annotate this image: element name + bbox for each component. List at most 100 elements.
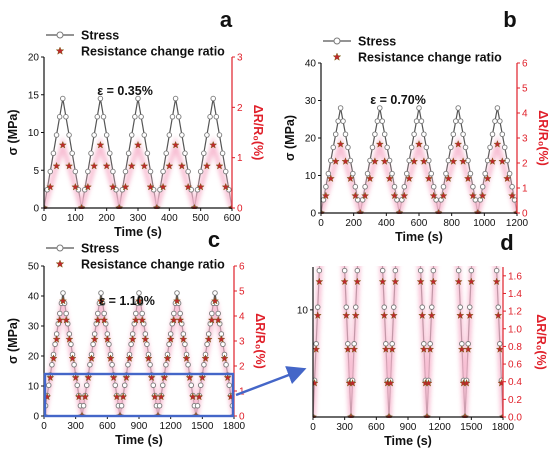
stress-point <box>201 150 207 157</box>
resistance-point <box>185 373 194 382</box>
y-tick-label: 40 <box>28 292 40 303</box>
stress-point <box>128 132 135 138</box>
stress-point <box>85 168 91 175</box>
plot-area <box>44 95 232 209</box>
stress-point <box>419 304 426 310</box>
stress-point <box>361 122 366 127</box>
stress-point <box>381 304 388 310</box>
resistance-point <box>454 277 463 286</box>
stress-point <box>493 232 498 237</box>
stress-point <box>144 341 150 348</box>
stress-point <box>491 195 496 200</box>
resistance-point <box>492 244 499 251</box>
stress-point <box>445 12 450 17</box>
x-tick-label: 0 <box>310 422 316 433</box>
stress-point <box>166 132 173 138</box>
resistance-point <box>46 182 55 191</box>
stress-point <box>339 195 344 200</box>
x-tick-label: 300 <box>67 421 84 432</box>
stress-point <box>69 150 75 157</box>
stress-point <box>74 382 80 389</box>
y-axis-label: σ (MPa) <box>6 318 20 364</box>
resistance-point <box>324 109 331 116</box>
stress-point <box>60 95 66 102</box>
x-tick-label: 1000 <box>473 218 496 229</box>
resistance-point <box>403 41 410 48</box>
x-tick-label: 600 <box>224 213 241 224</box>
y-tick-label: 20 <box>28 53 40 64</box>
stress-point <box>110 168 116 175</box>
stress-point <box>460 131 466 137</box>
stress-point <box>455 232 460 237</box>
y2-tick-label: 1.2 <box>508 307 522 318</box>
stress-point <box>462 144 469 151</box>
stress-point <box>52 341 58 348</box>
stress-point <box>430 267 437 274</box>
resistance-point <box>119 392 128 401</box>
resistance-point <box>397 177 404 184</box>
resistance-point <box>371 109 378 116</box>
resistance-point <box>52 335 61 343</box>
resistance-point <box>508 191 517 200</box>
stress-point <box>493 267 500 274</box>
stress-point <box>185 168 191 175</box>
stress-point <box>328 12 333 17</box>
resistance-point <box>141 335 150 343</box>
x-tick-label: 800 <box>443 218 460 229</box>
resistance-point <box>406 41 413 48</box>
stress-point <box>442 12 447 17</box>
stress-point <box>219 150 226 157</box>
resistance-point <box>374 177 381 184</box>
panel-d: 0 300 600 900 1200 1500 1800100.00.20.40.60.81… <box>297 12 548 448</box>
resistance-point <box>331 157 340 165</box>
stress-point <box>118 403 125 409</box>
resistance-point <box>498 157 507 165</box>
stress-point <box>49 362 55 368</box>
stress-point <box>423 144 430 151</box>
resistance-point <box>350 345 359 353</box>
resistance-point <box>351 191 360 200</box>
x-tick-label: 0 <box>318 218 324 229</box>
stress-point <box>353 304 359 310</box>
resistance-point <box>393 244 400 251</box>
x-tick-label: 600 <box>99 421 116 432</box>
resistance-point <box>313 379 319 387</box>
stress-point <box>112 382 118 389</box>
y2-tick-label: 4 <box>522 109 528 120</box>
y-tick-label: 5 <box>33 166 39 177</box>
resistance-point <box>65 335 74 343</box>
resistance-point <box>177 161 186 170</box>
y-tick-label: 20 <box>28 352 40 363</box>
resistance-point <box>391 277 400 286</box>
stress-point <box>106 341 112 348</box>
stress-point <box>455 105 461 111</box>
resistance-point <box>400 109 407 116</box>
stress-point <box>389 170 395 177</box>
stress-point <box>450 131 457 137</box>
y2-tick-label: 0.2 <box>508 395 522 406</box>
resistance-point <box>380 311 389 319</box>
stress-point <box>150 382 156 389</box>
stress-point <box>438 197 444 203</box>
stress-point <box>319 232 324 237</box>
stress-point <box>494 105 501 111</box>
legend-stress-label: Stress <box>81 29 119 43</box>
resistance-point <box>355 244 362 251</box>
stress-point <box>139 310 145 317</box>
y-tick-label: 20 <box>305 134 317 145</box>
resistance-point <box>102 161 111 170</box>
stress-point <box>381 131 388 137</box>
stress-point <box>60 290 66 296</box>
resistance-point <box>71 182 80 191</box>
stress-point <box>482 170 488 177</box>
y2-axis-label: ΔR/R₀(%) <box>253 313 267 369</box>
stress-point <box>341 232 346 237</box>
x-tick-label: 1500 <box>191 421 214 432</box>
resistance-point <box>214 315 223 324</box>
resistance-point <box>478 191 487 200</box>
stress-point <box>97 95 104 102</box>
stress-point <box>417 267 424 274</box>
resistance-point <box>138 315 147 324</box>
legend-resistance-marker <box>332 52 342 61</box>
stress-point <box>197 168 204 175</box>
